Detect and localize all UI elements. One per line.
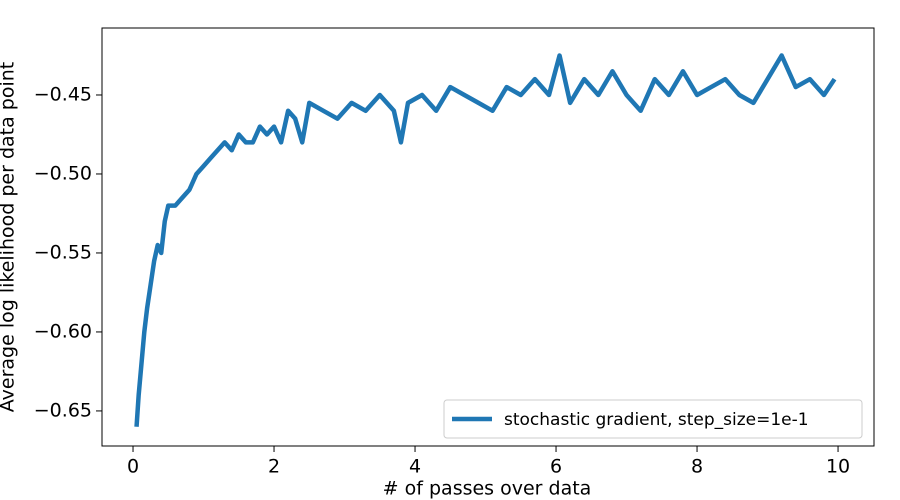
x-axis-label: # of passes over data — [383, 478, 592, 500]
legend-box — [443, 399, 863, 439]
x-tick-label: 4 — [409, 456, 421, 478]
y-tick-label: −0.65 — [34, 399, 92, 421]
y-axis-label: Average log likelihood per data point — [0, 62, 19, 412]
y-tick-label: −0.60 — [34, 320, 92, 342]
y-tick-label: −0.50 — [34, 162, 92, 184]
data-line — [134, 53, 837, 427]
y-tick-label: −0.55 — [34, 241, 92, 263]
y-tick-label: −0.45 — [34, 83, 92, 105]
x-tick-label: 6 — [550, 456, 562, 478]
plot-frame — [101, 27, 875, 447]
legend-label: stochastic gradient, step_size=1e-1 — [504, 410, 809, 430]
x-tick-label: 2 — [268, 456, 280, 478]
x-tick-label: 10 — [826, 456, 850, 478]
x-tick-label: 8 — [691, 456, 703, 478]
x-tick-label: 0 — [127, 456, 139, 478]
